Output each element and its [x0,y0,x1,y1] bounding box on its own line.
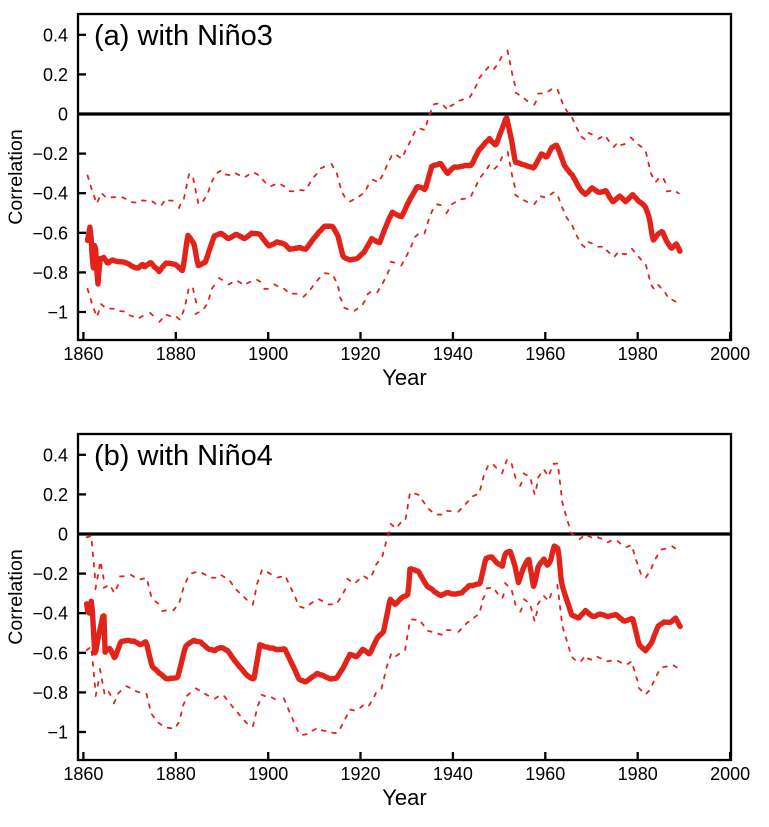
svg-text:−0.6: −0.6 [32,643,68,663]
svg-text:(a) with Niño3: (a) with Niño3 [94,20,273,52]
svg-text:(b) with Niño4: (b) with Niño4 [94,440,273,472]
svg-text:1960: 1960 [525,764,565,784]
svg-text:1860: 1860 [63,344,103,364]
svg-text:2000: 2000 [710,764,750,784]
svg-text:−0.6: −0.6 [32,223,68,243]
svg-text:−0.2: −0.2 [32,144,68,164]
svg-text:Correlation: Correlation [5,129,27,224]
svg-text:−0.2: −0.2 [32,564,68,584]
svg-text:0.4: 0.4 [43,445,68,465]
svg-text:0: 0 [58,105,68,125]
svg-text:1860: 1860 [63,764,103,784]
svg-text:1920: 1920 [340,344,380,364]
svg-text:−0.4: −0.4 [32,604,68,624]
svg-text:−0.8: −0.8 [32,683,68,703]
svg-text:1960: 1960 [525,344,565,364]
svg-text:Year: Year [382,365,426,390]
svg-text:1920: 1920 [340,764,380,784]
svg-text:−1: −1 [47,723,68,743]
svg-text:1880: 1880 [156,344,196,364]
svg-text:0.2: 0.2 [43,65,68,85]
svg-text:2000: 2000 [710,344,750,364]
svg-text:0.4: 0.4 [43,25,68,45]
svg-text:1900: 1900 [248,764,288,784]
svg-text:Year: Year [382,785,426,810]
svg-text:−1: −1 [47,303,68,323]
svg-text:−0.8: −0.8 [32,263,68,283]
svg-text:1980: 1980 [618,344,658,364]
svg-text:1940: 1940 [433,764,473,784]
svg-text:1980: 1980 [618,764,658,784]
svg-text:0.2: 0.2 [43,485,68,505]
svg-text:1880: 1880 [156,764,196,784]
svg-text:−0.4: −0.4 [32,184,68,204]
svg-text:1900: 1900 [248,344,288,364]
svg-text:1940: 1940 [433,344,473,364]
svg-text:0: 0 [58,525,68,545]
svg-text:Correlation: Correlation [5,549,27,644]
